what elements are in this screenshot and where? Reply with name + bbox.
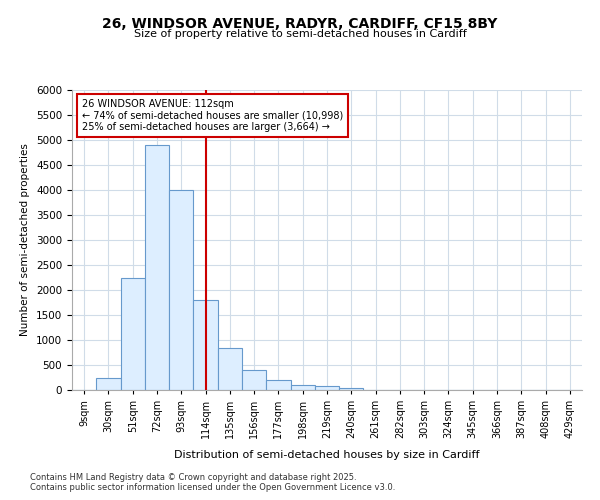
Y-axis label: Number of semi-detached properties: Number of semi-detached properties xyxy=(20,144,31,336)
Bar xyxy=(315,386,339,390)
Bar xyxy=(193,300,218,390)
Text: Contains public sector information licensed under the Open Government Licence v3: Contains public sector information licen… xyxy=(30,482,395,492)
Bar xyxy=(290,385,315,390)
Bar xyxy=(266,380,290,390)
Bar xyxy=(169,190,193,390)
Bar xyxy=(96,378,121,390)
Bar xyxy=(145,145,169,390)
Bar xyxy=(339,388,364,390)
Text: Contains HM Land Registry data © Crown copyright and database right 2025.: Contains HM Land Registry data © Crown c… xyxy=(30,472,356,482)
Bar xyxy=(121,278,145,390)
Text: 26 WINDSOR AVENUE: 112sqm
← 74% of semi-detached houses are smaller (10,998)
25%: 26 WINDSOR AVENUE: 112sqm ← 74% of semi-… xyxy=(82,99,343,132)
Text: 26, WINDSOR AVENUE, RADYR, CARDIFF, CF15 8BY: 26, WINDSOR AVENUE, RADYR, CARDIFF, CF15… xyxy=(103,18,497,32)
X-axis label: Distribution of semi-detached houses by size in Cardiff: Distribution of semi-detached houses by … xyxy=(174,450,480,460)
Text: Size of property relative to semi-detached houses in Cardiff: Size of property relative to semi-detach… xyxy=(134,29,466,39)
Bar xyxy=(218,348,242,390)
Bar xyxy=(242,370,266,390)
